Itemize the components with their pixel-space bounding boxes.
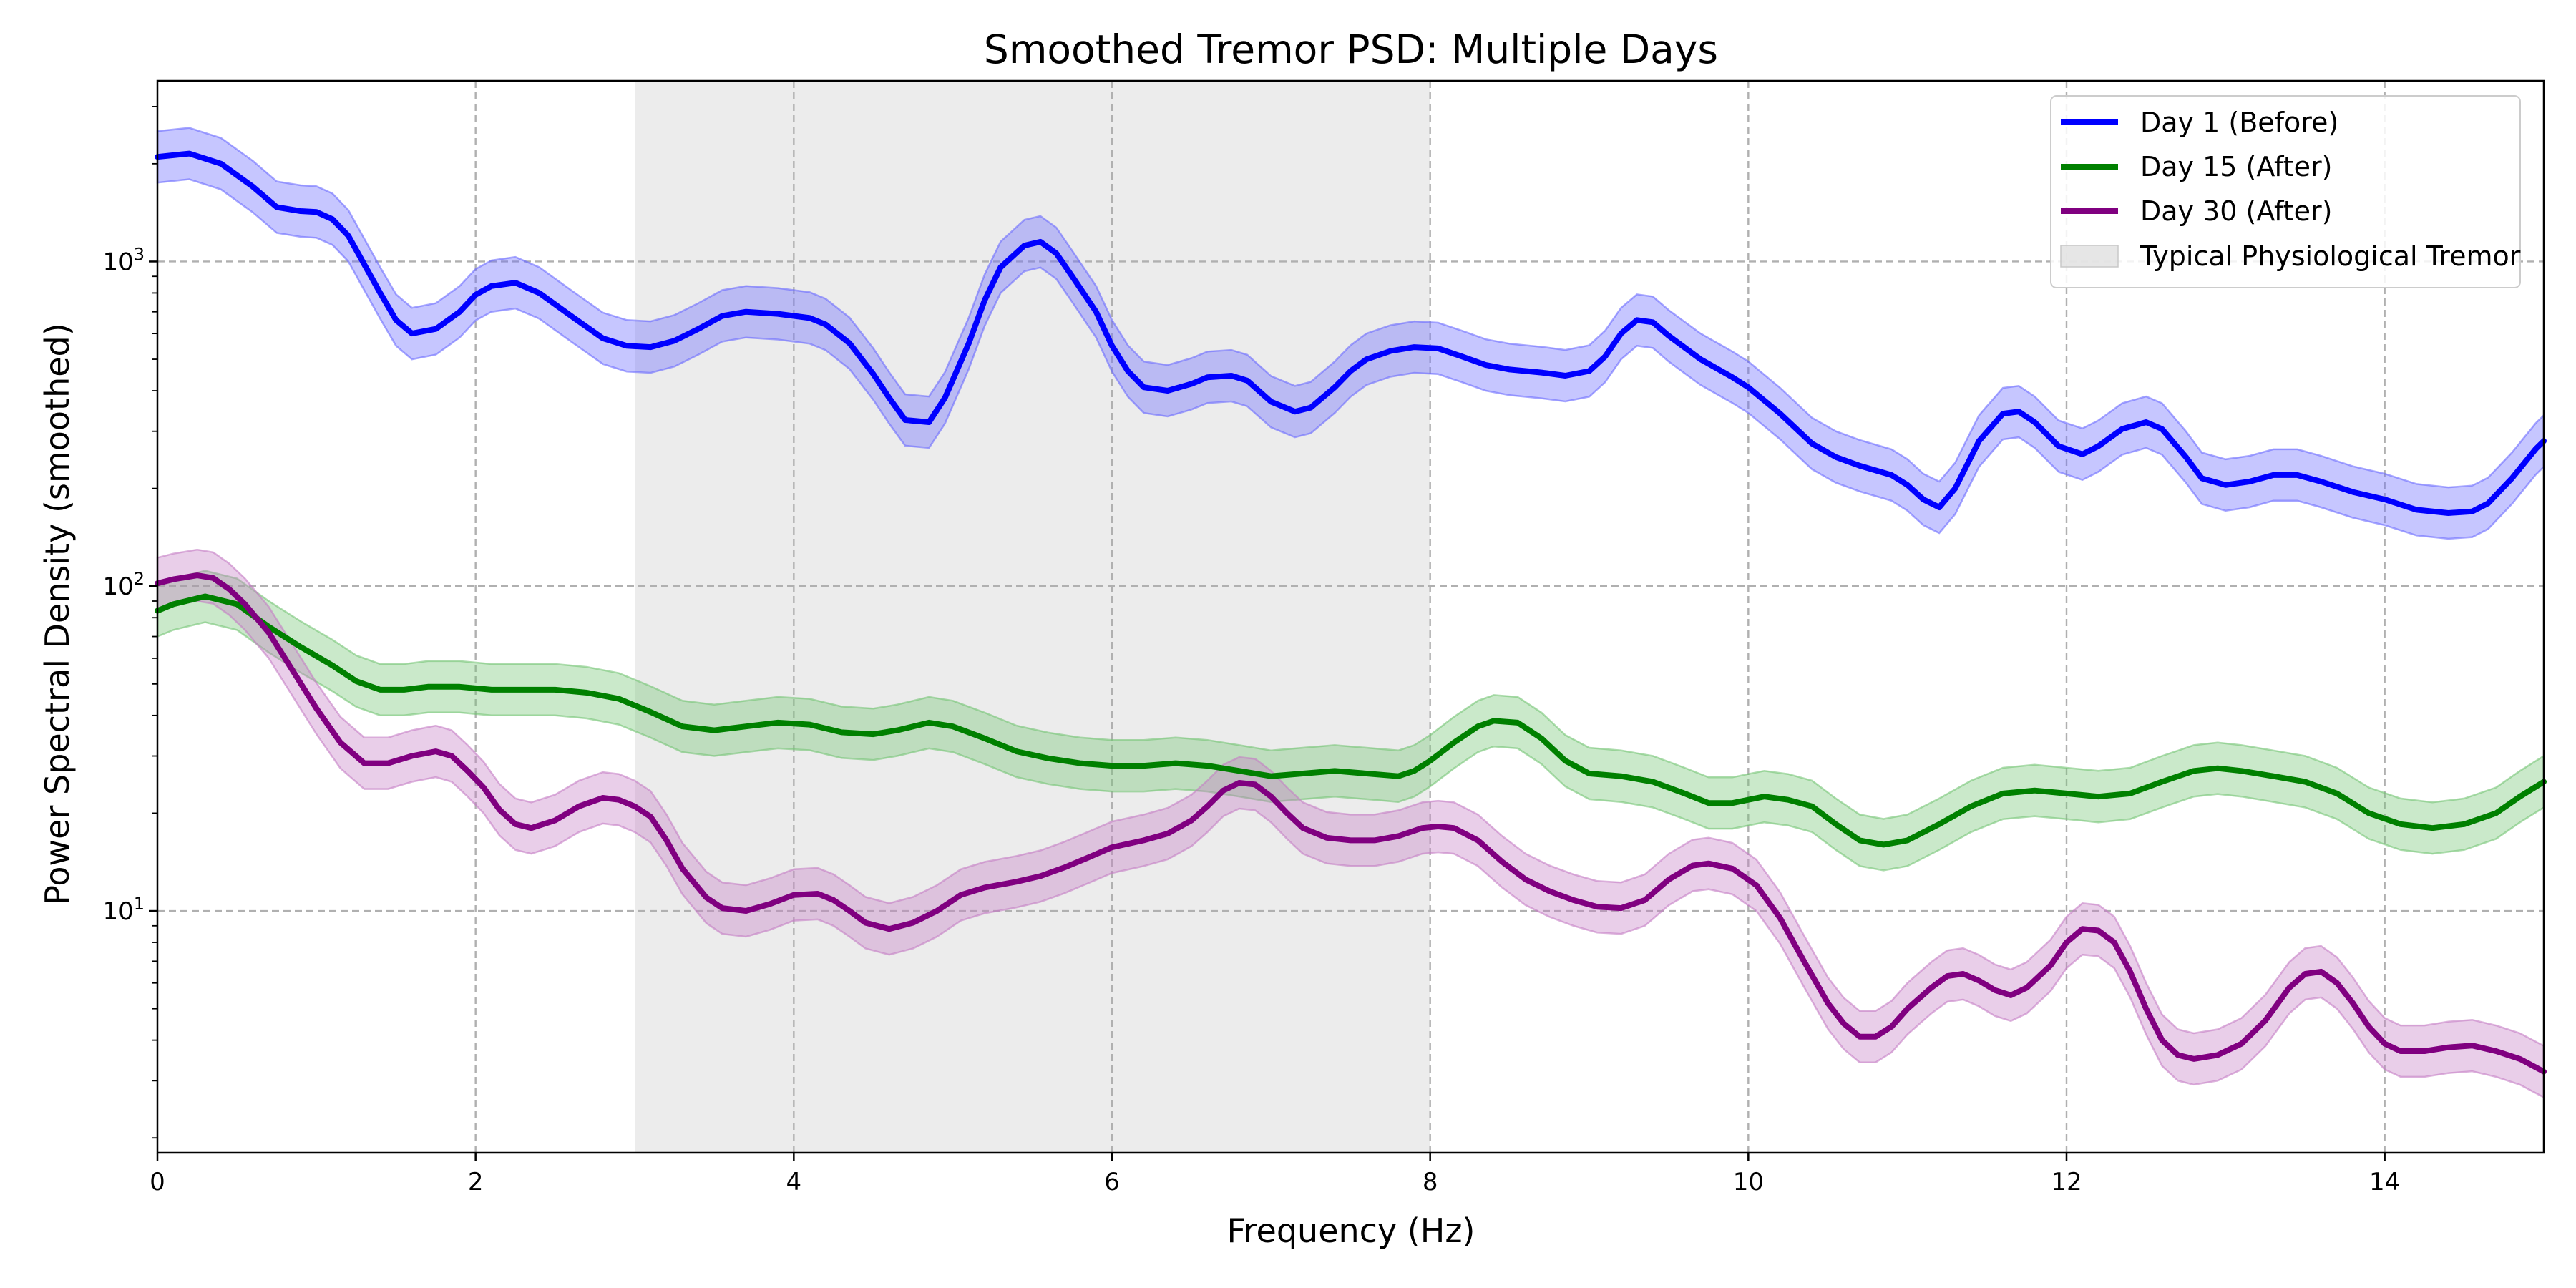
legend: Day 1 (Before) Day 15 (After) Day 30 (Afte…	[2050, 95, 2521, 288]
x-tick-label: 14	[2369, 1168, 2400, 1196]
legend-item: Typical Physiological Tremor	[2060, 240, 2521, 272]
x-tick-label: 4	[786, 1168, 802, 1196]
x-tick-label: 10	[1733, 1168, 1764, 1196]
legend-label: Day 15 (After)	[2140, 151, 2332, 182]
x-tick-label: 6	[1104, 1168, 1120, 1196]
legend-label: Typical Physiological Tremor	[2140, 240, 2521, 272]
y-tick-label: 103	[102, 244, 145, 276]
x-tick-label: 0	[150, 1168, 165, 1196]
series-line-1	[155, 150, 2547, 516]
x-axis-label: Frequency (Hz)	[1227, 1211, 1475, 1250]
tremor-band-region	[635, 81, 1430, 1153]
x-tick-label: 2	[468, 1168, 484, 1196]
plot-area: 0 2 4 6 8 10 12 14 101 102 103 Day 1 (Before) Day 15…	[102, 79, 2547, 1196]
chart-title: Smoothed Tremor PSD: Multiple Days	[984, 26, 1718, 72]
legend-swatch	[2060, 245, 2119, 268]
series-line-2	[155, 593, 2547, 848]
x-tick-label: 12	[2051, 1168, 2082, 1196]
legend-item: Day 30 (After)	[2061, 195, 2332, 227]
y-tick-label: 102	[102, 569, 145, 601]
plot-frame	[156, 79, 2545, 1154]
legend-box	[2050, 95, 2521, 288]
y-tick-label: 101	[102, 894, 145, 926]
x-tick-label: 8	[1423, 1168, 1438, 1196]
legend-label: Day 30 (After)	[2140, 195, 2332, 227]
legend-item: Day 15 (After)	[2061, 151, 2332, 182]
series-line-3	[155, 572, 2547, 1075]
legend-item: Day 1 (Before)	[2061, 107, 2338, 138]
y-axis-label: Power Spectral Density (smoothed)	[38, 323, 77, 904]
legend-label: Day 1 (Before)	[2140, 107, 2338, 138]
